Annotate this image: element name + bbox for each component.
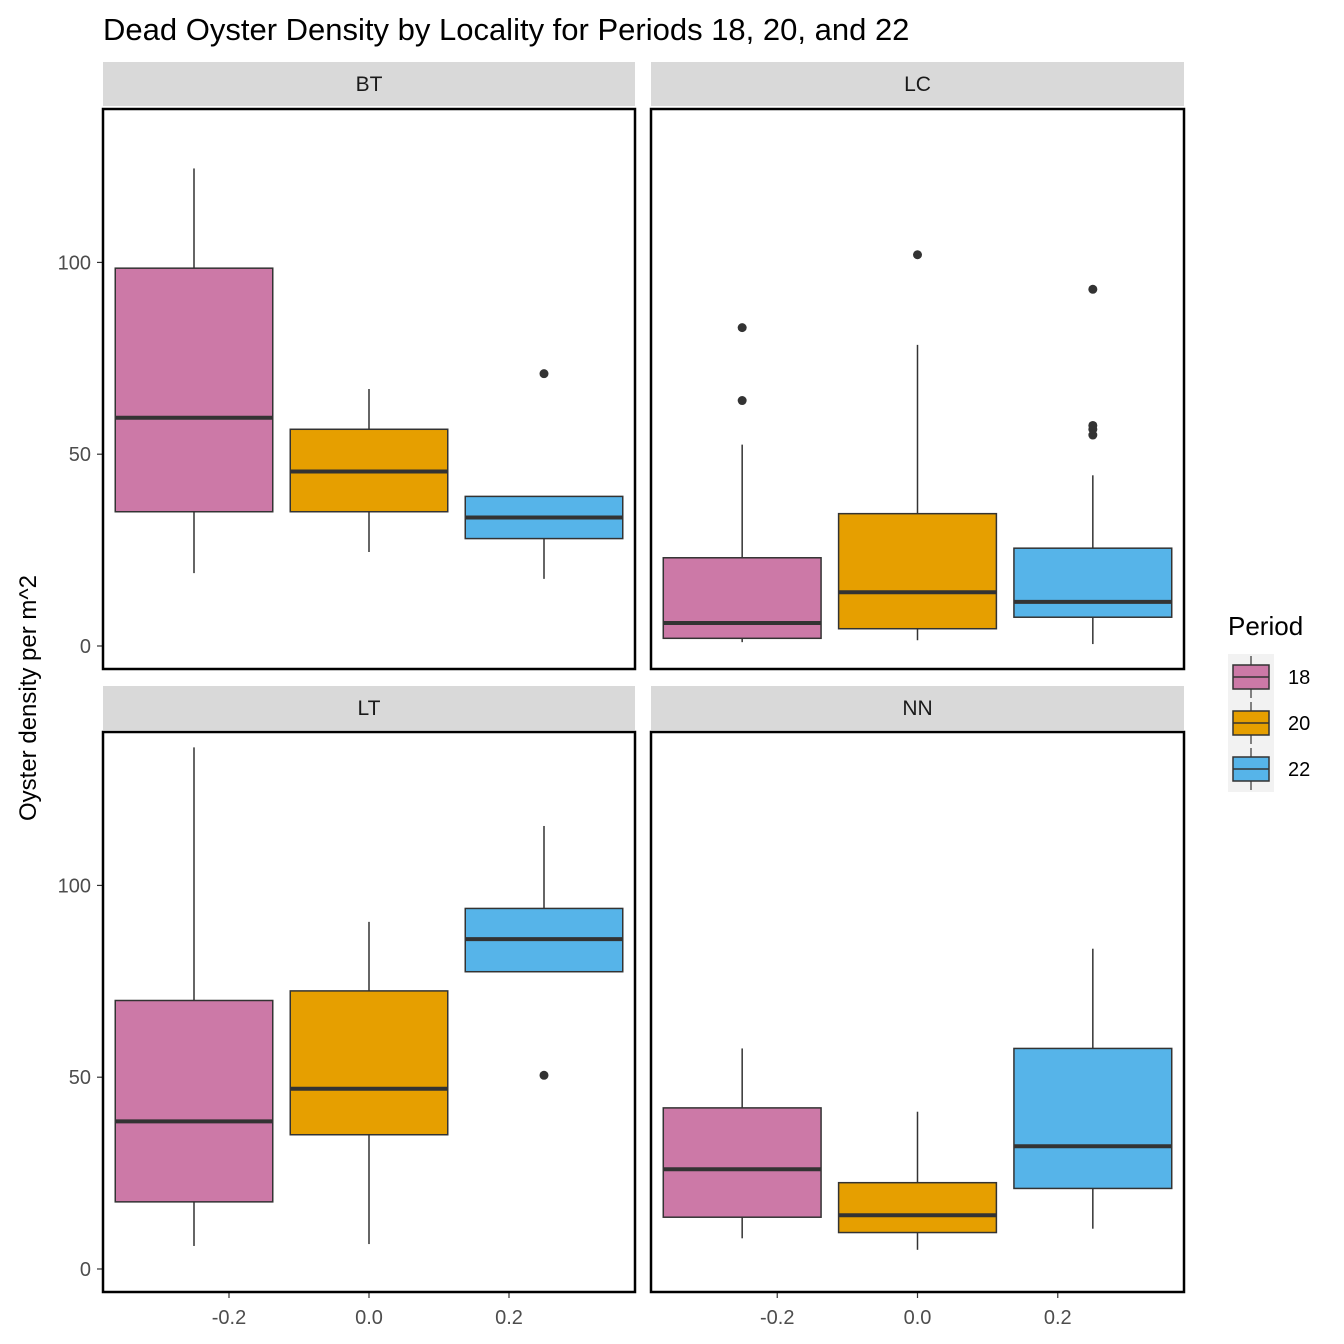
box-period-20 — [837, 250, 998, 641]
x-tick-label: 0.0 — [355, 1307, 383, 1329]
panel-bt: BT 0 50 100 — [58, 62, 637, 671]
x-tick-label: -0.2 — [212, 1307, 246, 1329]
legend-title: Period — [1228, 611, 1303, 641]
legend-item-22: 22 — [1232, 748, 1310, 790]
outlier-point — [737, 323, 747, 333]
legend-label: 18 — [1288, 667, 1310, 689]
facet-strip — [103, 686, 635, 730]
x-tick-label: 0.2 — [1044, 1307, 1072, 1329]
facet-strip-label: BT — [356, 73, 383, 96]
box-iqr — [1013, 547, 1173, 618]
y-tick-label: 50 — [69, 1067, 91, 1089]
y-tick-label: 0 — [80, 1259, 91, 1281]
legend-label: 20 — [1288, 713, 1310, 735]
panel-lt: LT 0 50 100 -0.2 0.0 0.2 — [58, 686, 637, 1329]
facet-strip — [103, 62, 635, 106]
legend-item-18: 18 — [1232, 656, 1310, 698]
box-period-22 — [464, 825, 624, 1080]
box-iqr — [114, 267, 274, 513]
facet-strip-label: LT — [358, 697, 381, 720]
box-period-20 — [289, 921, 449, 1245]
box-iqr — [662, 1107, 822, 1218]
box-iqr — [114, 999, 274, 1203]
panel-border — [649, 107, 1186, 671]
x-tick-label: 0.0 — [904, 1307, 932, 1329]
outlier-point — [737, 396, 747, 406]
outlier-point — [539, 369, 549, 379]
y-tick-label: 0 — [80, 636, 91, 658]
box-iqr — [289, 990, 449, 1136]
y-tick-label: 100 — [58, 875, 91, 897]
y-axis-title: Oyster density per m^2 — [15, 575, 42, 821]
x-tick-label: 0.2 — [495, 1307, 523, 1329]
box-iqr — [1013, 1047, 1173, 1190]
outlier-point — [1088, 284, 1098, 294]
panel-lc: LC — [649, 62, 1186, 671]
legend-keys: 18 20 22 — [1228, 654, 1310, 792]
outlier-point — [539, 1070, 549, 1080]
panel-border — [649, 730, 1186, 1294]
panel-border — [101, 730, 637, 1294]
box-iqr — [837, 1181, 998, 1234]
facet-strip — [651, 62, 1184, 106]
y-tick-label: 100 — [58, 252, 91, 274]
x-tick-label: -0.2 — [760, 1307, 794, 1329]
box-period-20 — [289, 389, 449, 553]
panel-border — [101, 107, 637, 671]
box-period-20 — [837, 1111, 998, 1250]
box-period-18 — [114, 168, 274, 574]
box-iqr — [837, 512, 998, 630]
legend: Period 18 20 22 — [1228, 611, 1310, 792]
facet-strip-label: NN — [902, 697, 932, 720]
box-period-18 — [662, 323, 822, 643]
outlier-point — [1088, 420, 1098, 430]
facet-strip-label: LC — [904, 73, 931, 96]
chart-title: Dead Oyster Density by Locality for Peri… — [103, 12, 909, 47]
box-period-22 — [1013, 948, 1173, 1229]
legend-item-20: 20 — [1232, 702, 1310, 744]
box-iqr — [662, 557, 822, 640]
box-period-22 — [1013, 284, 1173, 645]
facet-panels: BT 0 50 100 LC LT 0 50 100 -0.2 0.0 0.2 NN -0.2 0.0 0.2 — [58, 62, 1186, 1329]
legend-label: 22 — [1288, 759, 1310, 781]
outlier-point — [913, 250, 922, 260]
box-period-18 — [662, 1048, 822, 1239]
box-period-18 — [114, 747, 274, 1246]
facet-strip — [651, 686, 1184, 730]
panel-nn: NN -0.2 0.0 0.2 — [649, 686, 1186, 1329]
y-tick-label: 50 — [69, 444, 91, 466]
box-period-22 — [464, 369, 624, 579]
